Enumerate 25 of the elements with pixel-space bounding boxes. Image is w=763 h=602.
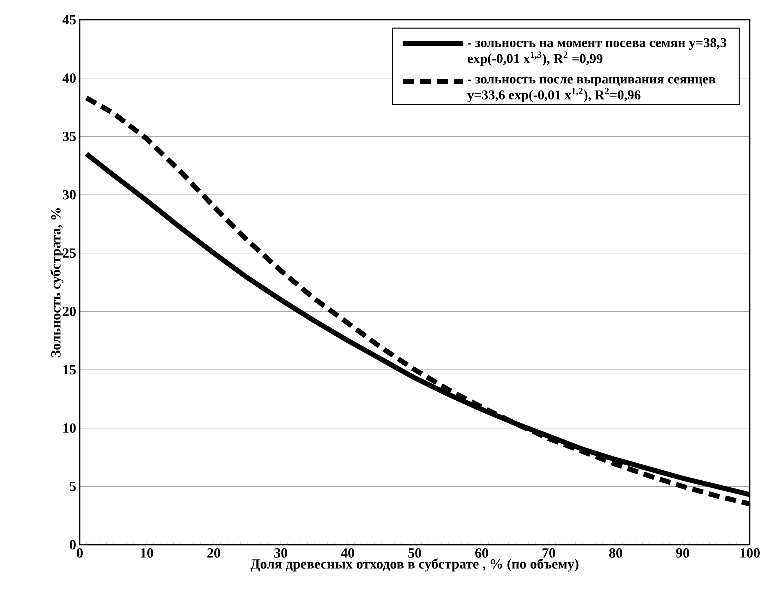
y-tick-label: 5 <box>70 482 76 492</box>
x-tick-label: 20 <box>208 548 220 558</box>
x-tick-label: 0 <box>77 548 83 558</box>
y-tick-label: 30 <box>63 190 76 200</box>
y-tick-label: 40 <box>62 74 76 84</box>
y-tick-label: 15 <box>64 365 76 375</box>
x-tick-label: 80 <box>610 548 622 558</box>
legend-label: - зольность после выращивания сеянцев y=33,6 exp(-0,01 x$^{1,2}$), R$^{2}$=0,96 <box>468 77 716 102</box>
legend-label: - зольность на момент посева семян y=38,3 exp(-0,01 x$^{1,3}$), R$^{2}$ =0,99 <box>468 38 727 66</box>
x-tick-label: 30 <box>274 548 288 558</box>
x-axis-title: Доля древесных отходов в субстрате , % (по объему) <box>250 558 579 572</box>
x-tick-label: 50 <box>408 548 422 558</box>
y-tick-label: 0 <box>70 540 76 550</box>
y-tick-label: 45 <box>62 15 76 25</box>
y-tick-label: 10 <box>64 424 76 434</box>
x-tick-label: 10 <box>141 548 154 558</box>
y-tick-label: 35 <box>63 132 76 142</box>
y-axis-title: Зольность субстрата, % <box>50 208 64 358</box>
x-tick-label: 90 <box>676 548 690 558</box>
x-tick-label: 40 <box>341 548 354 558</box>
y-tick-label: 25 <box>63 248 76 258</box>
x-tick-label: 70 <box>542 548 556 558</box>
x-tick-label: 60 <box>476 548 488 558</box>
x-tick-label: 100 <box>740 548 760 558</box>
y-tick-label: 20 <box>63 306 76 316</box>
